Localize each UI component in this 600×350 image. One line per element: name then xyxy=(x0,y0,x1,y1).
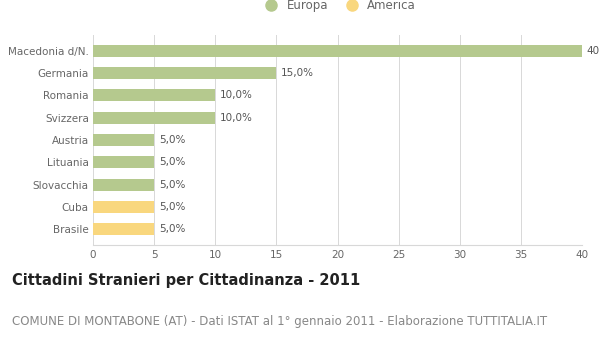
Bar xyxy=(93,112,215,124)
Legend: Europa, America: Europa, America xyxy=(254,0,421,17)
Text: 10,0%: 10,0% xyxy=(220,113,253,122)
Bar xyxy=(93,178,154,191)
Text: Cittadini Stranieri per Cittadinanza - 2011: Cittadini Stranieri per Cittadinanza - 2… xyxy=(12,273,360,288)
Text: 15,0%: 15,0% xyxy=(281,68,314,78)
Text: 5,0%: 5,0% xyxy=(159,202,185,212)
Text: 40,0%: 40,0% xyxy=(587,46,600,56)
Text: 5,0%: 5,0% xyxy=(159,158,185,167)
Text: 10,0%: 10,0% xyxy=(220,90,253,100)
Bar xyxy=(93,223,154,236)
Bar xyxy=(93,201,154,213)
Text: 5,0%: 5,0% xyxy=(159,224,185,234)
Text: 5,0%: 5,0% xyxy=(159,180,185,190)
Bar xyxy=(93,67,277,79)
Bar xyxy=(93,156,154,168)
Bar xyxy=(93,89,215,101)
Text: COMUNE DI MONTABONE (AT) - Dati ISTAT al 1° gennaio 2011 - Elaborazione TUTTITAL: COMUNE DI MONTABONE (AT) - Dati ISTAT al… xyxy=(12,315,547,328)
Text: 5,0%: 5,0% xyxy=(159,135,185,145)
Bar xyxy=(93,44,582,57)
Bar xyxy=(93,134,154,146)
